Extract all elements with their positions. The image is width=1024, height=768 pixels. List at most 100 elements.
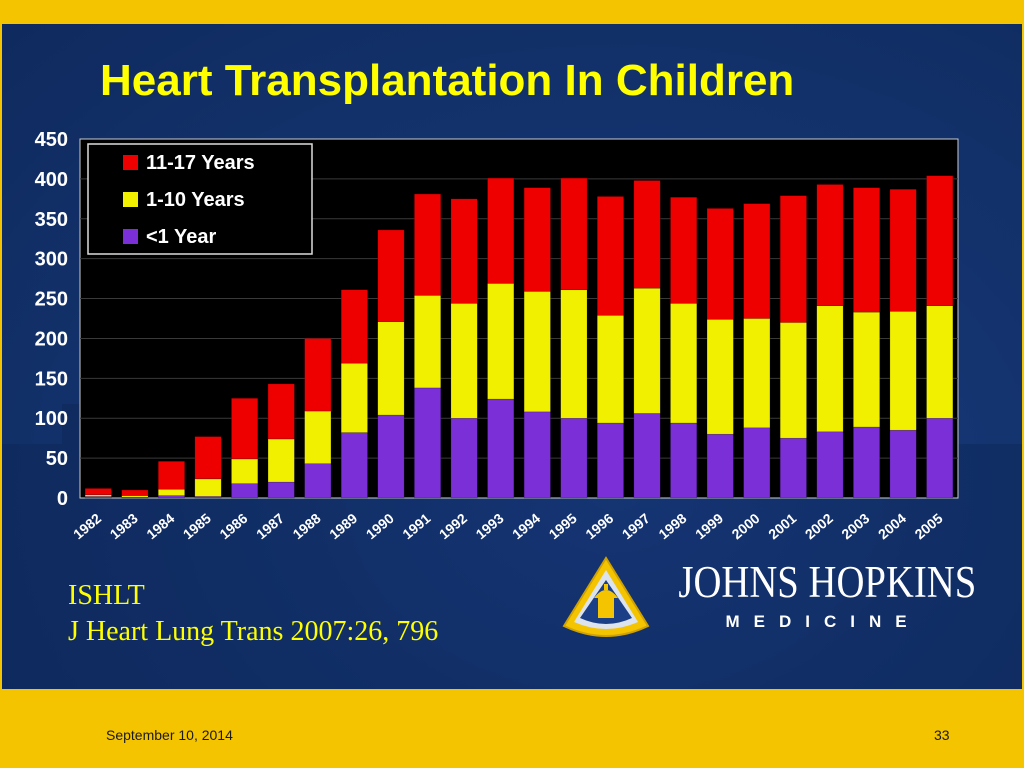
bar-segment bbox=[706, 208, 734, 320]
bar-segment bbox=[523, 291, 551, 413]
bar-segment bbox=[926, 305, 954, 419]
legend-label: 1-10 Years bbox=[146, 189, 245, 211]
bar-segment bbox=[523, 187, 551, 292]
legend-swatch bbox=[123, 229, 138, 244]
bar-segment bbox=[304, 463, 332, 499]
y-tick-label: 100 bbox=[35, 408, 68, 430]
slide-number: 33 bbox=[934, 727, 950, 743]
y-tick-label: 450 bbox=[35, 129, 68, 151]
bar-segment bbox=[158, 495, 185, 499]
y-tick-label: 0 bbox=[57, 488, 68, 510]
bar-segment bbox=[487, 283, 515, 400]
legend-swatch bbox=[123, 155, 138, 170]
y-tick-label: 50 bbox=[46, 448, 68, 470]
bar-segment bbox=[267, 383, 295, 440]
johns-hopkins-logo: JOHNS HOPKINS MEDICINE bbox=[656, 556, 976, 632]
legend: 11-17 Years 1-10 Years <1 Year bbox=[87, 143, 313, 255]
bar-segment bbox=[158, 488, 185, 496]
x-tick-label: 2004 bbox=[875, 510, 909, 542]
y-axis-tick-labels: 0 50 100 150 200 250 300 350 400 450 bbox=[35, 129, 68, 510]
bar-segment bbox=[889, 189, 917, 312]
bar-segment bbox=[267, 481, 295, 499]
bar-segment bbox=[194, 436, 222, 480]
bar-segment bbox=[926, 417, 954, 499]
bar-segment bbox=[633, 413, 661, 499]
bars bbox=[84, 175, 954, 499]
bar-segment bbox=[743, 203, 771, 319]
plot-area bbox=[79, 138, 959, 499]
bar-segment bbox=[377, 229, 405, 322]
bar-segment bbox=[267, 438, 295, 483]
x-tick-label: 1994 bbox=[509, 510, 543, 542]
bar-segment bbox=[816, 305, 844, 433]
bar-segment bbox=[487, 398, 515, 499]
legend-label: 11-17 Years bbox=[146, 152, 255, 174]
x-tick-label: 1990 bbox=[363, 510, 397, 542]
bar-segment bbox=[779, 195, 807, 323]
x-tick-label: 1984 bbox=[143, 510, 177, 542]
bar-segment bbox=[121, 489, 149, 496]
x-tick-label: 1996 bbox=[582, 510, 616, 542]
x-tick-label: 2000 bbox=[729, 510, 763, 542]
bar-segment bbox=[340, 362, 368, 433]
x-tick-label: 2001 bbox=[765, 510, 799, 542]
bar-segment bbox=[633, 287, 661, 414]
bar-segment bbox=[377, 414, 405, 499]
bar-segment bbox=[414, 295, 441, 389]
stacked-bar-chart: 0 50 100 150 200 250 300 350 400 450 1982 1983 1984… bbox=[35, 129, 959, 542]
bar-segment bbox=[853, 311, 880, 428]
bar-segment bbox=[889, 311, 917, 431]
bar-segment bbox=[414, 193, 441, 296]
legend-label: <1 Year bbox=[146, 226, 216, 248]
x-tick-label: 1995 bbox=[546, 510, 580, 542]
bar-segment bbox=[743, 427, 771, 499]
bar-segment bbox=[450, 198, 478, 304]
slide-title: Heart Transplantation In Children bbox=[100, 56, 795, 105]
x-tick-label: 1989 bbox=[326, 510, 360, 542]
x-tick-label: 1991 bbox=[399, 510, 433, 542]
bar-segment bbox=[84, 488, 112, 496]
bar-segment bbox=[597, 422, 624, 499]
bar-segment bbox=[523, 411, 551, 499]
bar-segment bbox=[706, 433, 734, 499]
x-tick-label: 2002 bbox=[802, 510, 836, 542]
bar-segment bbox=[231, 483, 259, 499]
bar-segment bbox=[560, 289, 588, 419]
bar-segment bbox=[304, 410, 332, 464]
bar-segment bbox=[304, 338, 332, 412]
bar-segment bbox=[670, 196, 698, 304]
y-tick-label: 350 bbox=[35, 209, 68, 231]
citation: ISHLT J Heart Lung Trans 2007:26, 796 bbox=[68, 578, 438, 650]
x-tick-label: 2005 bbox=[911, 510, 945, 542]
footer-date: September 10, 2014 bbox=[106, 727, 233, 743]
bar-segment bbox=[816, 184, 844, 306]
bar-segment bbox=[779, 322, 807, 439]
bar-segment bbox=[853, 187, 880, 313]
x-tick-label: 1988 bbox=[290, 510, 324, 542]
x-tick-label: 1986 bbox=[216, 510, 250, 542]
bar-segment bbox=[377, 321, 405, 416]
y-tick-label: 400 bbox=[35, 169, 68, 191]
logo-name: JOHNS HOPKINS bbox=[678, 557, 977, 607]
bar-segment bbox=[670, 303, 698, 424]
bar-segment bbox=[231, 458, 259, 484]
y-tick-label: 250 bbox=[35, 289, 68, 311]
bar-segment bbox=[743, 318, 771, 429]
legend-swatch bbox=[123, 192, 138, 207]
x-tick-label: 1999 bbox=[692, 510, 726, 542]
x-tick-label: 2003 bbox=[838, 510, 872, 542]
bar-segment bbox=[340, 289, 368, 364]
x-tick-label: 1992 bbox=[436, 510, 470, 542]
bar-segment bbox=[670, 422, 698, 499]
bar-segment bbox=[340, 432, 368, 499]
x-tick-label: 1982 bbox=[70, 510, 104, 542]
bar-segment bbox=[560, 417, 588, 499]
bar-segment bbox=[597, 315, 624, 424]
bar-segment bbox=[231, 398, 259, 460]
bar-segment bbox=[853, 426, 880, 499]
bar-segment bbox=[706, 319, 734, 435]
johns-hopkins-shield-icon bbox=[562, 556, 650, 637]
x-tick-label: 1983 bbox=[107, 510, 141, 542]
bar-segment bbox=[158, 461, 185, 490]
